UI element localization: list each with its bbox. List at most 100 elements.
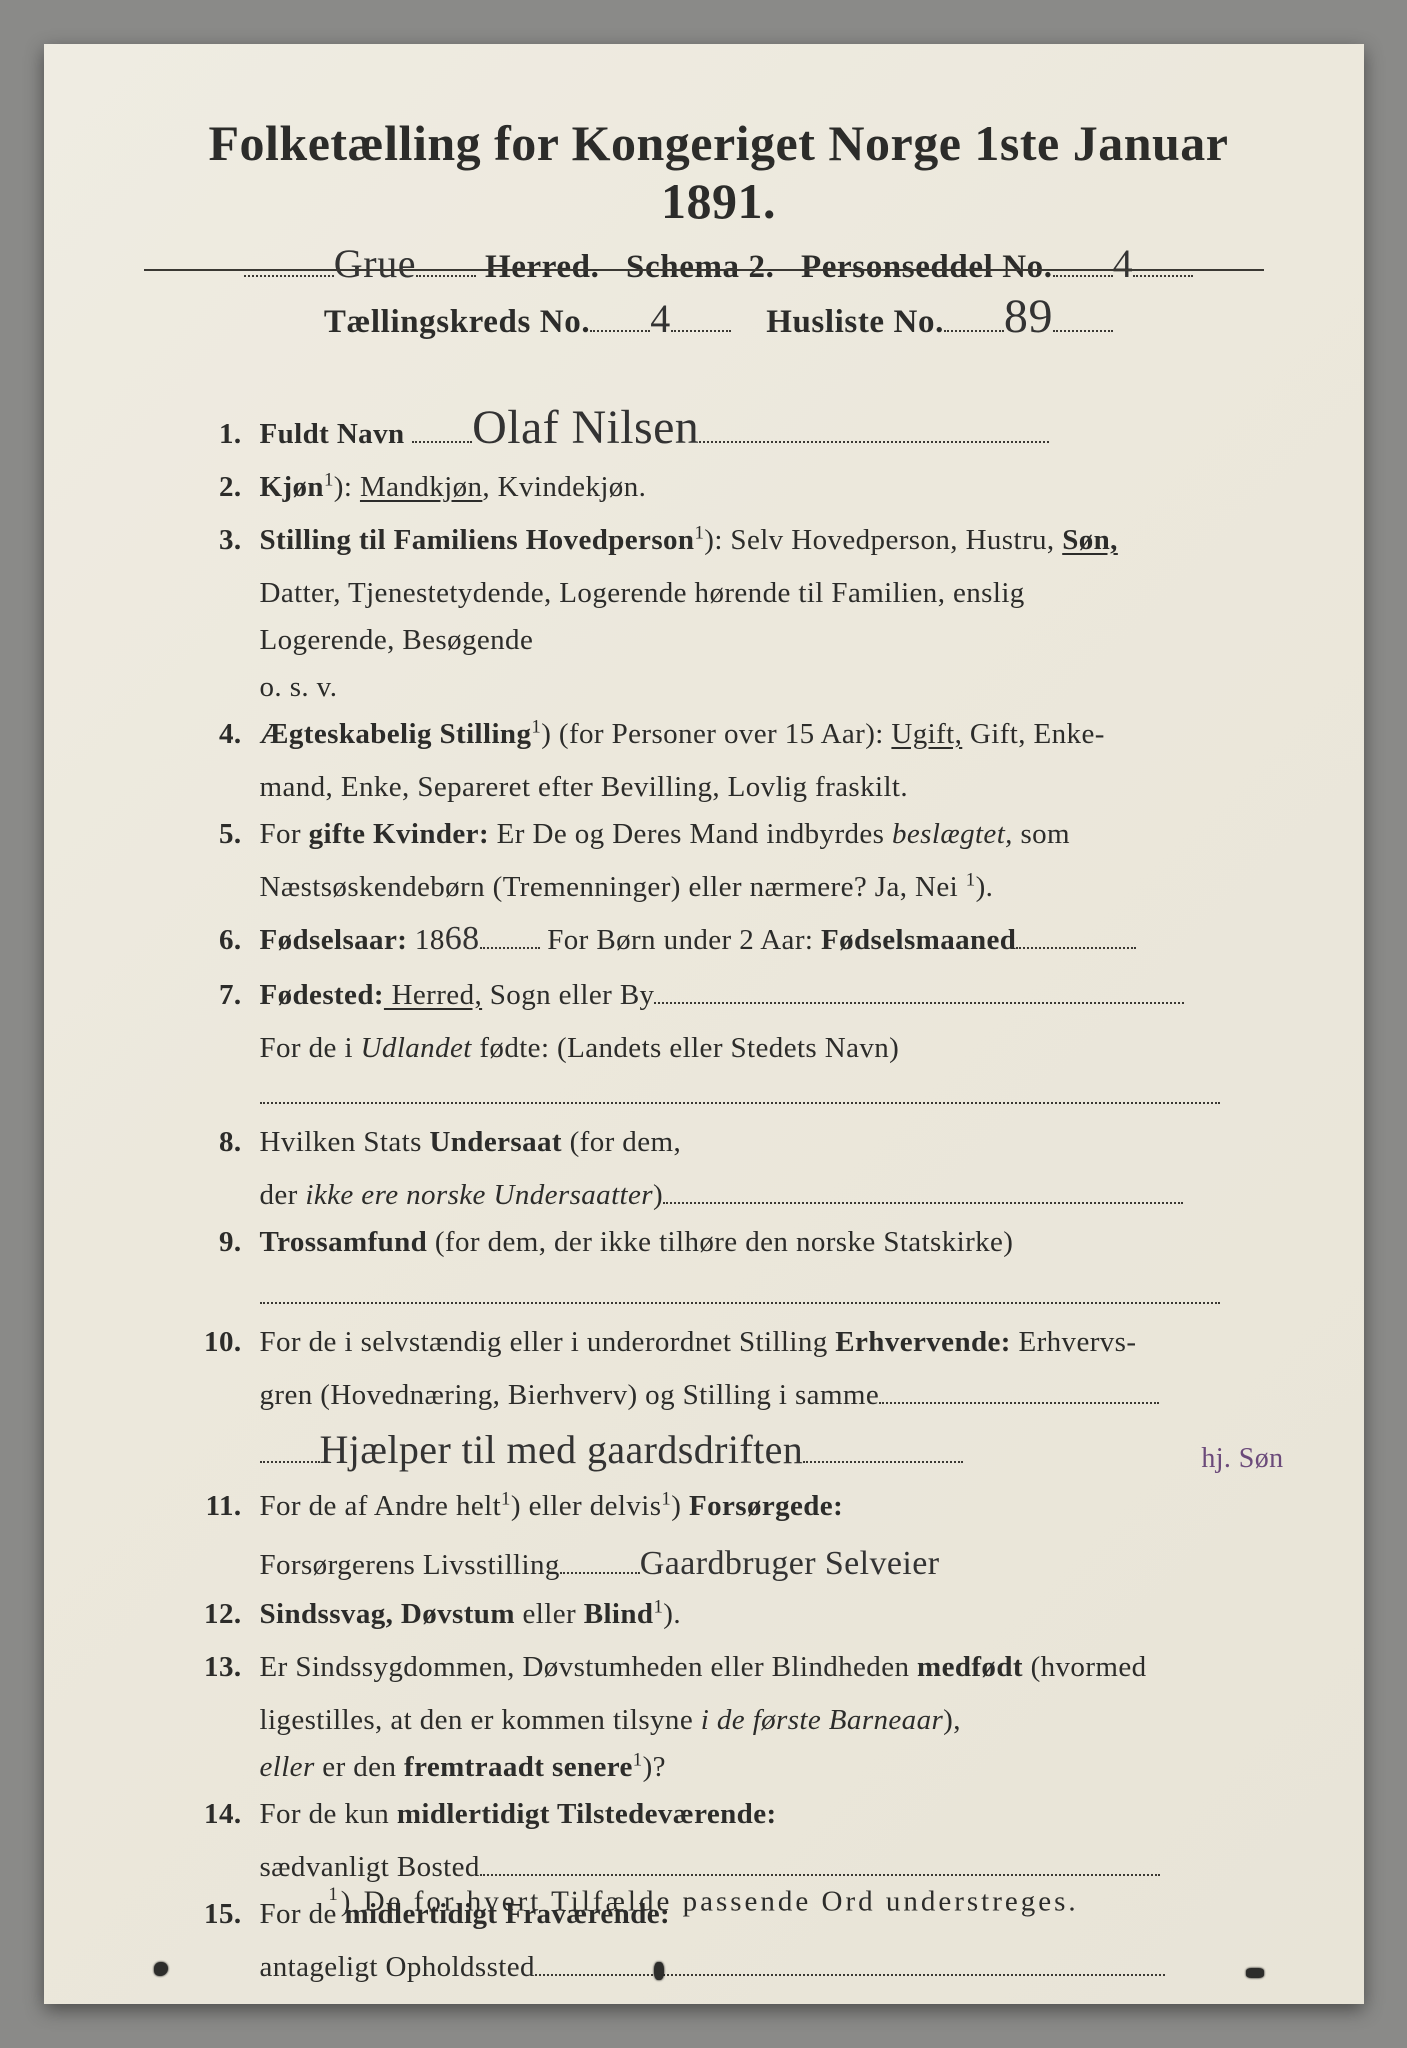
q11-num: 11. bbox=[174, 1483, 260, 1530]
q13-line3: eller er den fremtraadt senere1)? bbox=[174, 1744, 1264, 1791]
personseddel-label: Personseddel No. bbox=[801, 249, 1053, 285]
q14-2: sædvanligt Bosted bbox=[260, 1851, 480, 1883]
header-line-1: Grue Herred. Schema 2. Personseddel No.4 bbox=[174, 240, 1264, 287]
q3-line4: o. s. v. bbox=[174, 664, 1264, 711]
q10-value-row: Hjælper til med gaardsdriften hj. Søn bbox=[174, 1418, 1264, 1483]
q9-num: 9. bbox=[174, 1219, 260, 1266]
foot-sup: 1 bbox=[328, 1884, 340, 1905]
q4-ugift: Ugift, bbox=[891, 718, 962, 750]
q15-2: antageligt Opholdssted bbox=[260, 1951, 535, 1983]
q11-2a: Forsørgerens Livsstilling bbox=[260, 1549, 560, 1581]
q5-1c: Er De og Deres Mand indbyrdes bbox=[489, 818, 892, 850]
census-title: Folketælling for Kongeriget Norge 1ste J… bbox=[174, 114, 1264, 230]
q2-opts-rest: , Kvindekjøn. bbox=[482, 471, 646, 503]
q9: 9. Trossamfund (for dem, der ikke tilhør… bbox=[174, 1219, 1264, 1266]
q12-rb: Blind bbox=[584, 1598, 654, 1630]
q3-num: 3. bbox=[174, 517, 260, 564]
q5-1e: som bbox=[1013, 818, 1070, 850]
q13-sup: 1 bbox=[633, 1750, 643, 1771]
q7-line2: For de i Udlandet fødte: (Landets eller … bbox=[174, 1025, 1264, 1072]
q8-1c: (for dem, bbox=[562, 1126, 681, 1158]
foot-text: ) De for hvert Tilfælde passende Ord und… bbox=[341, 1886, 1079, 1918]
q7-num: 7. bbox=[174, 972, 260, 1019]
q14-1a: For de kun bbox=[260, 1798, 397, 1830]
q13-1b: medfødt bbox=[917, 1651, 1023, 1683]
q13-line2: ligestilles, at den er kommen tilsyne i … bbox=[174, 1697, 1264, 1744]
q13-3b: er den bbox=[315, 1751, 404, 1783]
q3-line2: Datter, Tjenestetydende, Logerende høren… bbox=[174, 570, 1264, 617]
q2: 2. Kjøn1): Mandkjøn, Kvindekjøn. bbox=[174, 464, 1264, 511]
q15-line2: antageligt Opholdssted bbox=[174, 1944, 1264, 1991]
q10-num: 10. bbox=[174, 1319, 260, 1366]
q3-son: Søn, bbox=[1062, 524, 1118, 556]
q13-2b: i de første Barneaar bbox=[701, 1704, 943, 1736]
q5: 5. For gifte Kvinder: Er De og Deres Man… bbox=[174, 811, 1264, 858]
q5-line2: Næstsøskendebørn (Tremenninger) eller næ… bbox=[174, 864, 1264, 911]
husliste-label: Husliste No. bbox=[766, 304, 944, 340]
q3: 3. Stilling til Familiens Hovedperson1):… bbox=[174, 517, 1264, 564]
q3-line1a: ): Selv Hovedperson, Hustru, bbox=[704, 524, 1062, 556]
q13-num: 13. bbox=[174, 1644, 260, 1691]
kreds-label: Tællingskreds No. bbox=[324, 304, 590, 340]
kreds-no-hand: 4 bbox=[650, 296, 671, 341]
q10-line2: gren (Hovednæring, Bierhverv) og Stillin… bbox=[174, 1372, 1264, 1419]
q7: 7. Fødested: Herred, Sogn eller By bbox=[174, 972, 1264, 1019]
q7-2c: fødte: (Landets eller Stedets Navn) bbox=[472, 1032, 900, 1064]
header-line-2: Tællingskreds No.4 Husliste No.89 bbox=[174, 295, 1264, 342]
q6-mid: For Børn under 2 Aar: bbox=[540, 924, 821, 956]
q14: 14. For de kun midlertidigt Tilstedevære… bbox=[174, 1791, 1264, 1838]
q10-1b: Erhvervende: bbox=[835, 1326, 1011, 1358]
q1: 1. Fuldt Navn Olaf Nilsen bbox=[174, 406, 1264, 458]
herred-label: Herred. bbox=[485, 249, 599, 285]
q13-3a: eller bbox=[260, 1751, 315, 1783]
q11-value-hand: Gaardbruger Selveier bbox=[640, 1545, 940, 1582]
q2-sup: 1 bbox=[324, 469, 334, 490]
q3-sup: 1 bbox=[694, 522, 704, 543]
q4: 4. Ægteskabelig Stilling1) (for Personer… bbox=[174, 711, 1264, 758]
q12-sup: 1 bbox=[653, 1597, 663, 1618]
q10-1a: For de i selvstændig eller i underordnet… bbox=[260, 1326, 836, 1358]
q6-label: Fødselsaar: bbox=[260, 924, 408, 956]
q5-2a: Næstsøskendebørn (Tremenninger) eller næ… bbox=[260, 871, 966, 903]
q8-num: 8. bbox=[174, 1119, 260, 1166]
q4-1b: Gift, Enke- bbox=[962, 718, 1105, 750]
q4-num: 4. bbox=[174, 711, 260, 758]
q8-line2: der ikke ere norske Undersaatter) bbox=[174, 1172, 1264, 1219]
husliste-no-hand: 89 bbox=[1004, 290, 1053, 343]
q2-num: 2. bbox=[174, 464, 260, 511]
q8-1a: Hvilken Stats bbox=[260, 1126, 430, 1158]
q6-yp: 18 bbox=[407, 924, 444, 956]
q4-line2: mand, Enke, Separeret efter Bevilling, L… bbox=[174, 764, 1264, 811]
q6: 6. Fødselsaar: 1868 For Børn under 2 Aar… bbox=[174, 911, 1264, 966]
q11-s1: 1 bbox=[501, 1489, 511, 1510]
q12-label: Sindssvag, Døvstum bbox=[260, 1598, 515, 1630]
footnote: 1) De for hvert Tilfælde passende Ord un… bbox=[44, 1884, 1364, 1919]
q9-rest: (for dem, der ikke tilhøre den norske St… bbox=[427, 1226, 1013, 1258]
q11-1d: Forsørgede: bbox=[689, 1490, 843, 1522]
q10-2: gren (Hovednæring, Bierhverv) og Stillin… bbox=[260, 1379, 880, 1411]
q1-num: 1. bbox=[174, 411, 260, 458]
q8-1b: Undersaat bbox=[429, 1126, 562, 1158]
q6-year-hand: 68 bbox=[445, 920, 480, 957]
q11-1a: For de af Andre helt bbox=[260, 1490, 502, 1522]
q6-label2: Fødselsmaaned bbox=[821, 924, 1016, 956]
q7-rest: Sogn eller By bbox=[482, 979, 654, 1011]
q8-2a: der bbox=[260, 1179, 306, 1211]
q13-2c: ), bbox=[943, 1704, 961, 1736]
q11: 11. For de af Andre helt1) eller delvis1… bbox=[174, 1483, 1264, 1530]
q12-rc: ). bbox=[663, 1598, 681, 1630]
q9-label: Trossamfund bbox=[260, 1226, 428, 1258]
q1-name-hand: Olaf Nilsen bbox=[472, 401, 699, 454]
q5-1d: beslægtet, bbox=[892, 818, 1013, 850]
q10-margin-hand: hj. Søn bbox=[1201, 1436, 1283, 1481]
schema-label: Schema 2. bbox=[626, 249, 774, 285]
q8: 8. Hvilken Stats Undersaat (for dem, bbox=[174, 1119, 1264, 1166]
q13: 13. Er Sindssygdommen, Døvstumheden elle… bbox=[174, 1644, 1264, 1691]
q1-label: Fuldt Navn bbox=[260, 418, 405, 450]
q7-herred: Herred, bbox=[384, 979, 482, 1011]
q7-2b: Udlandet bbox=[361, 1032, 472, 1064]
q10-value-hand: Hjælper til med gaardsdriften bbox=[320, 1427, 804, 1472]
q3-line3: Logerende, Besøgende bbox=[174, 617, 1264, 664]
q10-1c: Erhvervs- bbox=[1011, 1326, 1137, 1358]
q2-mandkjon: Mandkjøn bbox=[360, 471, 482, 503]
